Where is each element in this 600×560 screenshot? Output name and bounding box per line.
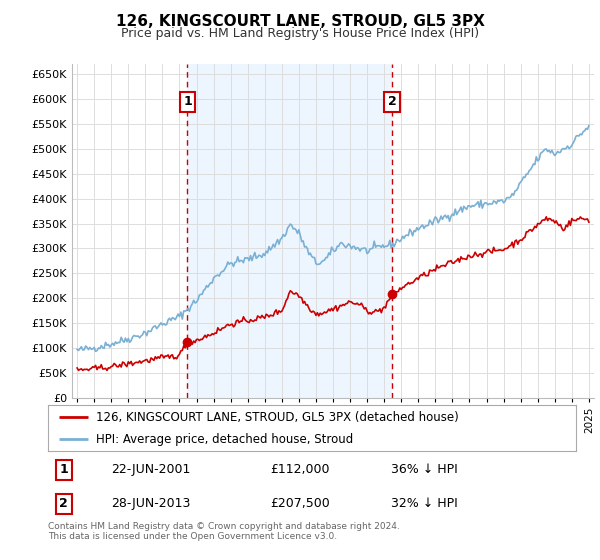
Text: 22-JUN-2001: 22-JUN-2001 (112, 463, 191, 476)
Text: 126, KINGSCOURT LANE, STROUD, GL5 3PX: 126, KINGSCOURT LANE, STROUD, GL5 3PX (116, 14, 484, 29)
Bar (187, 64, 392, 398)
Text: 28-JUN-2013: 28-JUN-2013 (112, 497, 191, 510)
Text: 32% ↓ HPI: 32% ↓ HPI (391, 497, 458, 510)
Text: 2: 2 (388, 95, 397, 108)
Text: HPI: Average price, detached house, Stroud: HPI: Average price, detached house, Stro… (95, 433, 353, 446)
Text: £207,500: £207,500 (270, 497, 329, 510)
Text: Price paid vs. HM Land Registry's House Price Index (HPI): Price paid vs. HM Land Registry's House … (121, 27, 479, 40)
Text: Contains HM Land Registry data © Crown copyright and database right 2024.
This d: Contains HM Land Registry data © Crown c… (48, 522, 400, 542)
Text: 1: 1 (183, 95, 192, 108)
Text: 2: 2 (59, 497, 68, 510)
Text: 126, KINGSCOURT LANE, STROUD, GL5 3PX (detached house): 126, KINGSCOURT LANE, STROUD, GL5 3PX (d… (95, 411, 458, 424)
Text: £112,000: £112,000 (270, 463, 329, 476)
Text: 1: 1 (59, 463, 68, 476)
Text: 36% ↓ HPI: 36% ↓ HPI (391, 463, 458, 476)
